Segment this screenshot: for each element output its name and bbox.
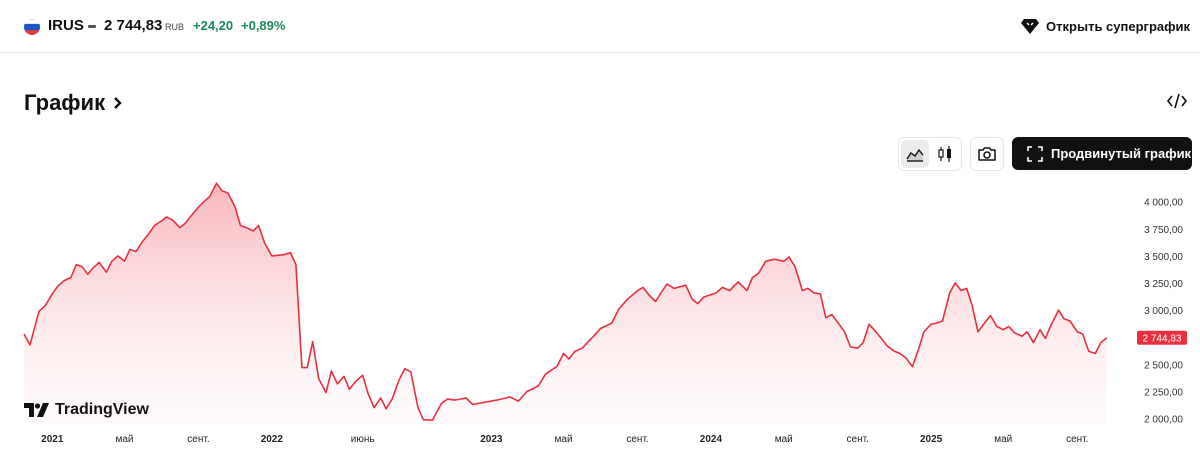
x-tick-label: сент. xyxy=(187,434,209,445)
x-tick-label: сент. xyxy=(626,434,648,445)
x-tick-label: июнь xyxy=(351,434,375,445)
chart-style-toggle xyxy=(898,137,962,171)
fullscreen-icon xyxy=(1027,146,1043,162)
code-icon[interactable] xyxy=(1166,91,1188,111)
camera-icon xyxy=(978,147,996,161)
price-series-line xyxy=(23,182,1108,421)
price-change-percent: +0,89% xyxy=(241,18,286,33)
tradingview-label: TradingView xyxy=(55,401,149,418)
tradingview-logo[interactable]: TradingView xyxy=(24,401,149,419)
x-tick-label: 2025 xyxy=(920,434,943,445)
candle-style-button[interactable] xyxy=(931,140,959,168)
y-tick-label: 3 500,00 xyxy=(1144,252,1183,263)
superchart-label: Открыть суперграфик xyxy=(1046,18,1190,34)
last-price-label: 2 744,83 xyxy=(1143,333,1182,344)
x-tick-label: май xyxy=(115,434,133,445)
y-tick-label: 3 000,00 xyxy=(1144,306,1183,317)
price-chart[interactable]: 4 000,00 3 750,00 3 500,00 3 250,00 3 000,00… xyxy=(0,180,1200,450)
x-tick-label: 2021 xyxy=(41,434,64,445)
ticker-symbol[interactable]: IRUS xyxy=(48,17,84,34)
section-title-text: График xyxy=(24,90,106,115)
candlestick-icon xyxy=(938,146,951,162)
section-title[interactable]: График xyxy=(24,90,123,116)
x-tick-label: сент. xyxy=(847,434,869,445)
price-change: +24,20 xyxy=(193,18,234,33)
x-tick-label: май xyxy=(994,434,1012,445)
area-chart-icon xyxy=(906,148,924,162)
advanced-chart-label: Продвинутый график xyxy=(1051,146,1192,161)
quote-header: IRUS 2 744,83 RUB +24,20 +0,89% Открыть … xyxy=(0,0,1200,53)
y-tick-label: 3 250,00 xyxy=(1144,279,1183,290)
russia-flag-icon xyxy=(24,19,40,35)
tradingview-icon xyxy=(24,403,49,417)
screenshot-button[interactable] xyxy=(970,137,1004,171)
x-tick-label: 2024 xyxy=(700,434,723,445)
x-tick-label: сент. xyxy=(1066,434,1088,445)
chevron-right-icon xyxy=(114,97,122,109)
y-tick-label: 4 000,00 xyxy=(1144,198,1183,209)
y-tick-label: 2 000,00 xyxy=(1144,415,1183,426)
y-tick-label: 3 750,00 xyxy=(1144,225,1183,236)
open-superchart-link[interactable]: Открыть суперграфик xyxy=(1020,14,1190,38)
last-price: 2 744,83 xyxy=(104,17,163,34)
x-tick-label: 2023 xyxy=(480,434,503,445)
separator-dash xyxy=(88,25,96,28)
area-style-button[interactable] xyxy=(901,140,929,168)
price-area-fill xyxy=(24,183,1107,424)
last-price-tag xyxy=(1137,330,1187,345)
y-tick-label: 2 500,00 xyxy=(1144,360,1183,371)
x-tick-label: 2022 xyxy=(261,434,284,445)
advanced-chart-button[interactable]: Продвинутый график xyxy=(1012,137,1192,170)
x-tick-label: май xyxy=(555,434,573,445)
x-tick-label: май xyxy=(775,434,793,445)
currency-label: RUB xyxy=(165,22,185,32)
superchart-icon xyxy=(1021,19,1040,34)
y-tick-label: 2 250,00 xyxy=(1144,387,1183,398)
